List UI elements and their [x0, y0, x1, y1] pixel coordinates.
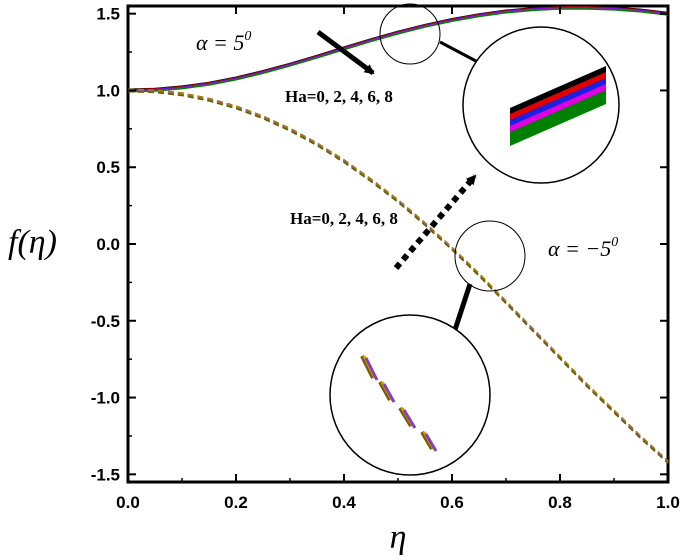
x-tick-label: 0.4 — [332, 493, 356, 512]
series-line-2-5 — [127, 90, 669, 464]
y-tick-label: 0.0 — [96, 235, 120, 254]
alpha-pos-text: α = 5 — [196, 30, 244, 55]
inset-lower-dashes — [360, 355, 438, 452]
alpha-neg-text: α = −5 — [548, 236, 611, 261]
y-tick-label: -1.0 — [91, 389, 120, 408]
y-tick-label: 1.0 — [96, 81, 120, 100]
inset-lower-circle — [329, 314, 491, 476]
inset-dash-1a — [360, 355, 375, 379]
inset-dash-3a — [398, 406, 413, 428]
y-axis-label: f(η) — [8, 224, 57, 261]
inset-band-green — [510, 90, 606, 146]
series-line-1-5 — [127, 8, 669, 93]
inset-upper — [462, 26, 620, 184]
axis-ticks: 0.0 0.2 0.4 0.6 0.8 1.0 1.5 1.0 0.5 0.0 -0.5 -1.0 -1… — [91, 5, 680, 512]
x-tick-label: 0.2 — [224, 493, 248, 512]
x-tick-label: 0.8 — [548, 493, 572, 512]
inset-dash-4c — [424, 433, 438, 452]
inset-dash-2c — [382, 383, 396, 403]
x-axis-label: η — [390, 519, 407, 555]
x-tick-label: 1.0 — [656, 493, 680, 512]
alpha-pos-label: α = 50 — [196, 29, 251, 55]
ha-upper-label: Ha=0, 2, 4, 6, 8 — [285, 87, 393, 106]
ha-lower-label: Ha=0, 2, 4, 6, 8 — [290, 209, 398, 228]
inset-dash-1c — [364, 357, 379, 381]
inset-dash-2a — [378, 381, 392, 401]
y-tick-label: 0.5 — [96, 158, 120, 177]
y-tick-label: -0.5 — [91, 312, 120, 331]
x-tick-label: 0.6 — [440, 493, 464, 512]
arrow-lower — [393, 174, 478, 270]
alpha-pos-sup: 0 — [244, 29, 251, 44]
data-lines — [127, 5, 669, 464]
arrow-upper — [316, 29, 375, 76]
connector-lower — [450, 283, 473, 337]
y-tick-label: 1.5 — [96, 5, 120, 24]
zoom-circle-small-lower — [454, 220, 526, 292]
inset-dash-4a — [420, 430, 434, 451]
inset-lower — [329, 314, 491, 476]
x-tick-label: 0.0 — [116, 493, 140, 512]
inset-dash-3c — [402, 409, 417, 429]
alpha-neg-sup: 0 — [611, 235, 618, 250]
zoom-circle-small-upper — [379, 3, 441, 65]
y-tick-label: -1.5 — [91, 465, 120, 484]
alpha-neg-label: α = −50 — [548, 235, 618, 261]
